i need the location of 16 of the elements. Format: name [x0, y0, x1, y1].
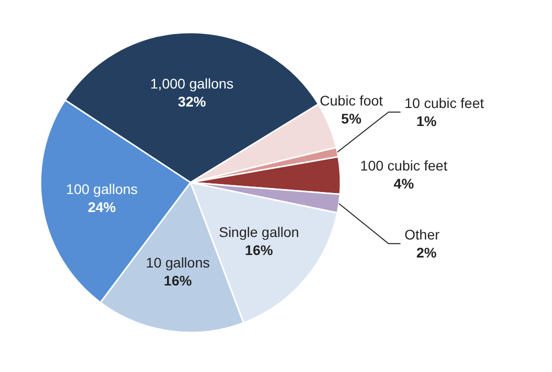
- data-label: 16%: [244, 242, 274, 258]
- slice-label: 10 gallons: [146, 254, 210, 271]
- data-label: 24%: [88, 198, 116, 215]
- data-label: 5%: [341, 110, 362, 126]
- slice-label: 100 cubic feet: [360, 158, 448, 174]
- data-label: 32%: [178, 94, 206, 110]
- data-label: 16%: [164, 272, 192, 289]
- data-label: 2%: [416, 244, 438, 261]
- data-label: 4%: [394, 176, 414, 192]
- slice-label: Other: [404, 226, 440, 243]
- slice-label: Cubic foot: [320, 92, 383, 108]
- slice-label: 10 cubic feet: [404, 95, 484, 112]
- slice-label: 1,000 gallons: [150, 76, 234, 92]
- slice-label: Single gallon: [218, 224, 300, 240]
- data-label: 1%: [416, 113, 438, 130]
- slice-label: 100 gallons: [66, 180, 138, 197]
